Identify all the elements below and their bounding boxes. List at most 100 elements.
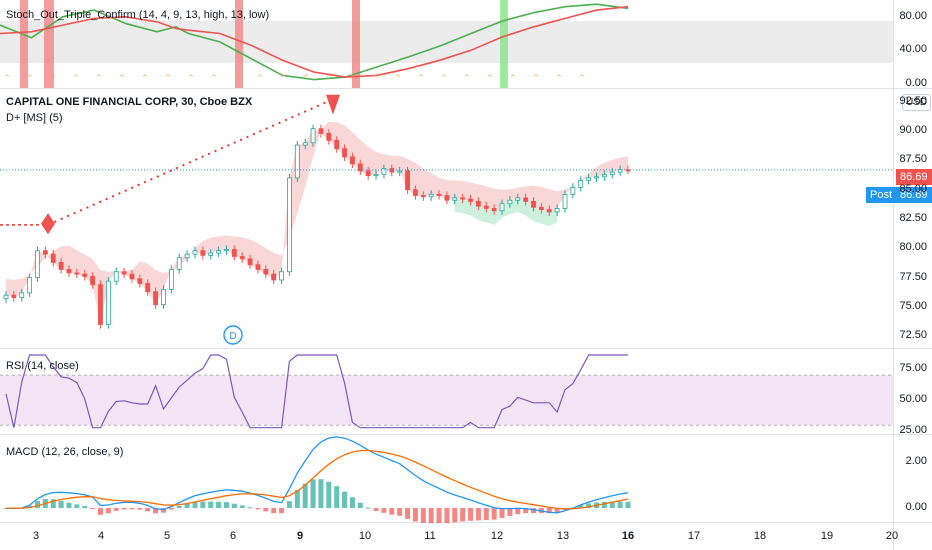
symbol-title[interactable]: CAPITAL ONE FINANCIAL CORP, 30, Cboe BZX bbox=[6, 96, 253, 108]
candle-body bbox=[483, 205, 489, 209]
candle-body bbox=[302, 142, 308, 146]
macd-title[interactable]: MACD (12, 26, close, 9) bbox=[6, 446, 124, 458]
macd-histogram-bar bbox=[247, 507, 253, 509]
x-tick-label: 5 bbox=[163, 530, 171, 542]
candle-body bbox=[310, 128, 316, 144]
candle-body bbox=[50, 253, 56, 263]
y-tick-label: 0.00 bbox=[905, 501, 927, 514]
stoch-caret-mark: ^ bbox=[119, 74, 125, 82]
candle-body bbox=[113, 271, 119, 282]
candle-body bbox=[334, 140, 340, 150]
macd-histogram-bar bbox=[373, 508, 379, 512]
macd-histogram-bar bbox=[412, 508, 418, 522]
x-tick-label: 3 bbox=[32, 530, 40, 542]
candle-body bbox=[161, 288, 166, 306]
macd-histogram-bar bbox=[176, 505, 182, 509]
x-tick-label: 12 bbox=[490, 530, 504, 542]
macd-histogram-bar bbox=[499, 508, 505, 518]
candle-body bbox=[476, 201, 481, 207]
y-tick-label: 92.50 bbox=[899, 94, 927, 107]
stoch-caret-mark: ^ bbox=[27, 74, 33, 82]
candle-body bbox=[74, 272, 80, 275]
candle-body bbox=[3, 294, 9, 300]
macd-histogram-bar bbox=[90, 508, 96, 510]
stoch-caret-mark: ^ bbox=[533, 74, 539, 82]
candle-body bbox=[428, 193, 434, 198]
candle-body bbox=[546, 209, 552, 213]
candle-body bbox=[373, 174, 379, 177]
macd-histogram-bar bbox=[137, 508, 143, 510]
macd-histogram-bar bbox=[105, 508, 111, 514]
candle-body bbox=[35, 250, 40, 279]
macd-histogram-bar bbox=[34, 501, 40, 509]
candle-body bbox=[145, 283, 151, 293]
macd-histogram-bar bbox=[66, 502, 72, 509]
post-label-badge: Post bbox=[866, 187, 897, 203]
macd-histogram-bar bbox=[216, 501, 222, 509]
macd-histogram-bar bbox=[279, 508, 285, 514]
dplus-cloud-red bbox=[6, 121, 628, 325]
candle-body bbox=[523, 197, 529, 202]
y-tick-label: 82.50 bbox=[899, 212, 927, 224]
candle-body bbox=[294, 144, 300, 179]
stoch-caret-mark: ^ bbox=[234, 74, 240, 82]
x-tick-label: 11 bbox=[424, 530, 436, 542]
dplus-cloud-green bbox=[454, 197, 558, 226]
y-tick-label: 77.50 bbox=[899, 270, 927, 283]
y-tick-label: 80.00 bbox=[899, 9, 927, 22]
candle-body bbox=[570, 186, 576, 195]
signal-line bbox=[6, 449, 629, 510]
candle-body bbox=[515, 197, 521, 201]
macd-histogram-bar bbox=[436, 508, 442, 524]
y-tick-label: 85.00 bbox=[899, 182, 927, 195]
stoch-caret-mark: ^ bbox=[4, 74, 10, 82]
macd-histogram-bar bbox=[160, 508, 166, 513]
macd-histogram-bar bbox=[326, 481, 332, 509]
post-price-badge: 86.69 bbox=[896, 187, 932, 203]
y-tick-label: 87.50 bbox=[899, 153, 927, 166]
candle-body bbox=[105, 280, 111, 325]
x-tick-label: 4 bbox=[97, 530, 105, 542]
y-tick-label: 90.00 bbox=[899, 124, 927, 137]
candle-body bbox=[562, 193, 568, 209]
rsi-line bbox=[5, 354, 628, 429]
macd-histogram-bar bbox=[468, 508, 474, 521]
stoch-caret-mark: ^ bbox=[188, 74, 194, 82]
candle-body bbox=[405, 170, 410, 191]
macd-histogram-bar bbox=[294, 489, 300, 509]
last-price-badge: 86.69 bbox=[896, 169, 932, 185]
macd-histogram-bar bbox=[381, 508, 387, 513]
candle-body bbox=[342, 148, 347, 158]
stoch-band bbox=[0, 20, 893, 63]
macd-histogram-bar bbox=[554, 508, 560, 513]
x-tick-label: 16 bbox=[621, 530, 635, 542]
macd-histogram-bar bbox=[318, 479, 324, 509]
macd-histogram-bar bbox=[523, 508, 529, 514]
stoch-signal-column bbox=[500, 0, 508, 88]
macd-histogram-bar bbox=[601, 501, 607, 509]
stoch-caret-mark: ^ bbox=[464, 74, 470, 82]
macd-histogram-bar bbox=[452, 508, 458, 523]
stoch-title[interactable]: Stoch_Out_Triple_Confirm (14, 4, 9, 13, … bbox=[6, 9, 270, 21]
currency-button[interactable]: USD bbox=[902, 94, 932, 111]
candle-body bbox=[129, 273, 135, 280]
macd-histogram-bar bbox=[617, 501, 623, 509]
macd-histogram-bar bbox=[208, 501, 214, 509]
stoch-caret-mark: ^ bbox=[96, 74, 102, 82]
macd-histogram-bar bbox=[223, 502, 229, 509]
candle-body bbox=[507, 199, 513, 205]
candle-body bbox=[66, 269, 72, 274]
candle-body bbox=[168, 269, 174, 290]
candle-body bbox=[42, 250, 48, 255]
macd-histogram-bar bbox=[310, 479, 316, 509]
candle-body bbox=[538, 206, 544, 211]
candle-body bbox=[460, 197, 466, 200]
dplus-title[interactable]: D+ [MS] (5) bbox=[6, 112, 63, 124]
candle-body bbox=[468, 198, 473, 202]
macd-histogram-bar bbox=[121, 508, 127, 510]
candle-body bbox=[350, 156, 355, 165]
candle-body bbox=[216, 250, 221, 254]
rsi-title[interactable]: RSI (14, close) bbox=[6, 360, 79, 372]
